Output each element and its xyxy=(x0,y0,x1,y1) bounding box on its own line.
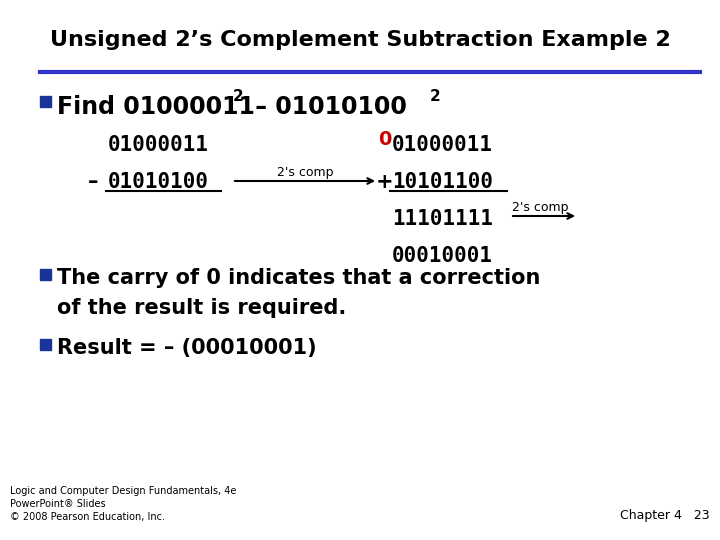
Text: Chapter 4   23: Chapter 4 23 xyxy=(621,509,710,522)
Bar xyxy=(40,339,51,350)
Text: 01000011: 01000011 xyxy=(108,135,209,155)
Text: The carry of 0 indicates that a correction: The carry of 0 indicates that a correcti… xyxy=(57,268,541,288)
Bar xyxy=(40,96,51,107)
Text: Find 01000011: Find 01000011 xyxy=(57,95,255,119)
Text: Unsigned 2’s Complement Subtraction Example 2: Unsigned 2’s Complement Subtraction Exam… xyxy=(50,30,671,50)
Text: 2's comp: 2's comp xyxy=(276,166,333,179)
Text: Logic and Computer Design Fundamentals, 4e
PowerPoint® Slides
© 2008 Pearson Edu: Logic and Computer Design Fundamentals, … xyxy=(10,485,236,522)
Text: 01010100: 01010100 xyxy=(108,172,209,192)
Text: –: – xyxy=(88,172,99,192)
Text: 11101111: 11101111 xyxy=(392,209,493,229)
Text: – 01010100: – 01010100 xyxy=(247,95,407,119)
Text: 01000011: 01000011 xyxy=(392,135,493,155)
Text: 10101100: 10101100 xyxy=(392,172,493,192)
Text: 0: 0 xyxy=(378,130,392,149)
Bar xyxy=(40,269,51,280)
Text: 2: 2 xyxy=(233,89,244,104)
Text: 00010001: 00010001 xyxy=(392,246,493,266)
Text: 2: 2 xyxy=(430,89,441,104)
Text: 2's comp: 2's comp xyxy=(512,201,569,214)
Text: +: + xyxy=(376,172,394,192)
Text: of the result is required.: of the result is required. xyxy=(57,298,346,318)
Text: Result = – (00010001): Result = – (00010001) xyxy=(57,338,317,358)
